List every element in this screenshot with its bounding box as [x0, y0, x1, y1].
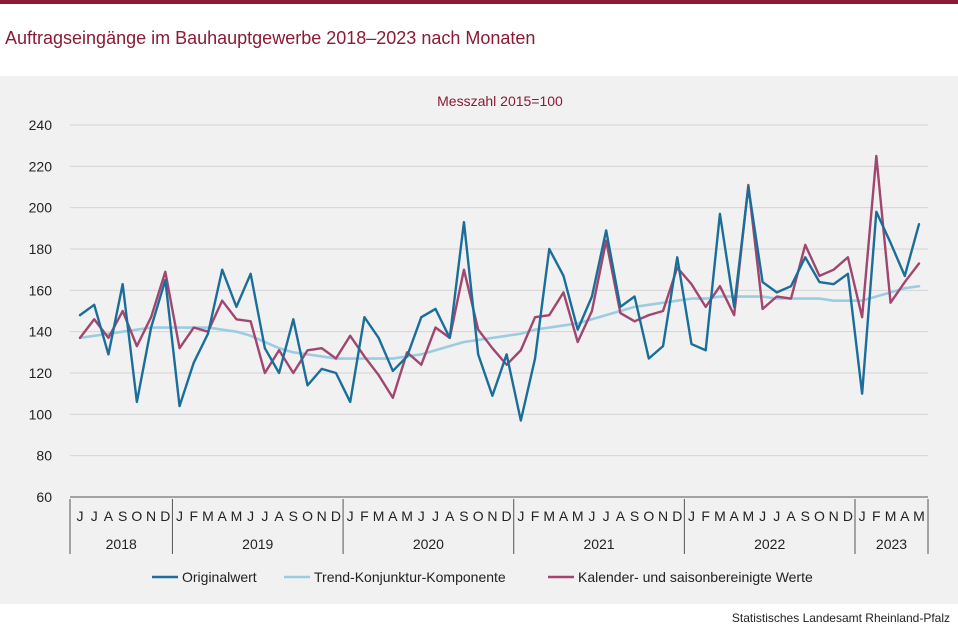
x-tick-label: O — [131, 508, 142, 524]
x-tick-label: M — [714, 508, 726, 524]
y-tick-label: 120 — [29, 365, 53, 381]
source-note: Statistisches Landesamt Rheinland-Pfalz — [731, 611, 950, 625]
y-axis: 60 80 100 120 140 160 180 200 220 240 — [29, 117, 53, 505]
x-tick-label: F — [360, 508, 369, 524]
x-tick-label: J — [688, 508, 695, 524]
x-tick-label: D — [502, 508, 512, 524]
chart-area: Messzahl 2015=100 60 80 100 120 140 160 180 200… — [0, 76, 958, 604]
chart-title: Auftragseingänge im Bauhauptgewerbe 2018… — [5, 28, 536, 48]
x-tick-label: J — [432, 508, 439, 524]
title-band: Auftragseingänge im Bauhauptgewerbe 2018… — [0, 4, 958, 68]
x-tick-label: J — [347, 508, 354, 524]
y-tick-label: 180 — [29, 241, 53, 257]
x-tick-label: S — [289, 508, 298, 524]
x-tick-label: A — [559, 508, 569, 524]
x-tick-label: J — [247, 508, 254, 524]
x-tick-label: J — [759, 508, 766, 524]
x-tick-label: M — [401, 508, 413, 524]
legend-label: Kalender- und saisonbereinigte Werte — [578, 569, 813, 585]
year-label: 2019 — [242, 536, 273, 552]
x-tick-label: J — [517, 508, 524, 524]
legend-label: Originalwert — [182, 569, 257, 585]
y-tick-label: 240 — [29, 117, 53, 133]
x-tick-label: M — [543, 508, 555, 524]
year-label: 2018 — [106, 536, 137, 552]
legend-label: Trend-Konjunktur-Komponente — [314, 569, 506, 585]
x-tick-label: J — [176, 508, 183, 524]
x-tick-label: F — [531, 508, 540, 524]
x-tick-label: A — [729, 508, 739, 524]
x-tick-label: N — [317, 508, 327, 524]
x-tick-label: O — [473, 508, 484, 524]
series-line-0 — [78, 185, 921, 422]
x-tick-label: D — [843, 508, 853, 524]
top-rule — [0, 0, 958, 4]
y-tick-label: 160 — [29, 282, 53, 298]
x-tick-label: O — [814, 508, 825, 524]
x-tick-label: A — [786, 508, 796, 524]
x-tick-label: S — [801, 508, 810, 524]
x-tick-label: A — [388, 508, 398, 524]
x-tick-label: M — [373, 508, 385, 524]
x-tick-label: O — [643, 508, 654, 524]
x-tick-label: D — [672, 508, 682, 524]
x-tick-label: F — [701, 508, 710, 524]
y-tick-label: 80 — [36, 448, 52, 464]
series-line-2 — [78, 154, 921, 399]
x-tick-label: J — [603, 508, 610, 524]
y-tick-label: 200 — [29, 200, 53, 216]
x-tick-label: F — [872, 508, 881, 524]
x-tick-label: N — [146, 508, 156, 524]
x-tick-label: A — [218, 508, 228, 524]
y-tick-label: 140 — [29, 324, 53, 340]
x-tick-label: M — [743, 508, 755, 524]
gridlines — [70, 124, 928, 457]
y-tick-label: 220 — [29, 158, 53, 174]
line-chart: Messzahl 2015=100 60 80 100 120 140 160 180 200… — [29, 93, 929, 585]
x-tick-label: A — [274, 508, 284, 524]
year-label: 2022 — [754, 536, 785, 552]
x-tick-label: N — [658, 508, 668, 524]
y-tick-label: 60 — [36, 489, 52, 505]
gap-band — [0, 68, 958, 76]
x-tick-label: O — [302, 508, 313, 524]
x-tick-label: D — [160, 508, 170, 524]
x-tick-label: J — [773, 508, 780, 524]
x-tick-label: M — [885, 508, 897, 524]
x-tick-label: A — [104, 508, 114, 524]
x-tick-label: A — [445, 508, 455, 524]
x-tick-label: N — [829, 508, 839, 524]
x-tick-label: D — [331, 508, 341, 524]
x-tick-label: S — [459, 508, 468, 524]
x-tick-label: M — [913, 508, 925, 524]
chart-subtitle: Messzahl 2015=100 — [437, 93, 563, 109]
x-tick-label: M — [202, 508, 214, 524]
legend: Originalwert Trend-Konjunktur-Komponente K… — [152, 569, 813, 585]
x-tick-label: S — [630, 508, 639, 524]
year-label: 2023 — [876, 536, 907, 552]
x-tick-label: A — [900, 508, 910, 524]
x-tick-label: J — [418, 508, 425, 524]
x-tick-label: J — [91, 508, 98, 524]
x-tick-label: F — [189, 508, 198, 524]
x-tick-label: J — [77, 508, 84, 524]
x-tick-label: S — [118, 508, 127, 524]
x-tick-label: M — [231, 508, 243, 524]
series-line-1 — [78, 284, 921, 360]
y-tick-label: 100 — [29, 406, 53, 422]
series-lines — [78, 154, 921, 422]
x-tick-label: J — [588, 508, 595, 524]
x-tick-label: J — [859, 508, 866, 524]
x-tick-label: A — [616, 508, 626, 524]
year-label: 2020 — [413, 536, 444, 552]
year-label: 2021 — [583, 536, 614, 552]
x-tick-label: J — [261, 508, 268, 524]
x-tick-label: N — [487, 508, 497, 524]
x-tick-label: M — [572, 508, 584, 524]
